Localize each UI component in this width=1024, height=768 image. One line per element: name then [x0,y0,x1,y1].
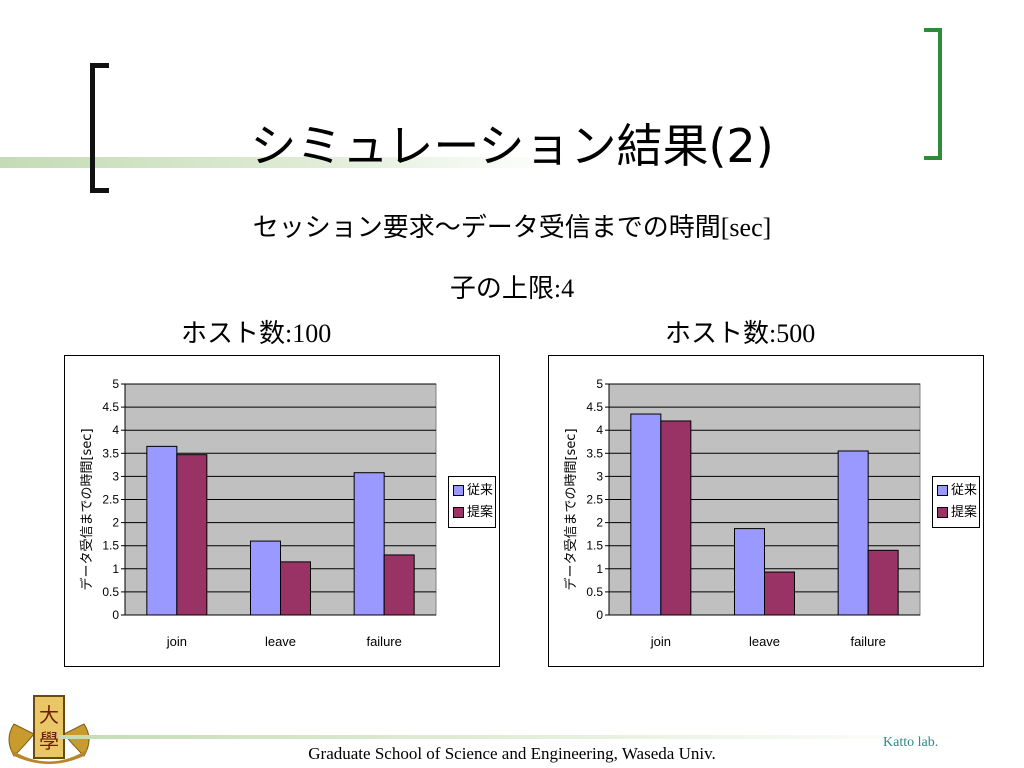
y-tick-label: 4 [112,423,119,437]
legend-item-series1: 従来 [453,482,493,500]
bar-series1-leave [734,528,765,616]
x-tick-label: leave [265,634,296,649]
footer-institution: Graduate School of Science and Engineeri… [308,744,716,763]
y-tick-label: 3.5 [586,446,603,460]
logo-char-2: 學 [39,729,59,753]
y-tick-label: 2 [596,516,603,530]
x-tick-label: failure [366,634,401,649]
y-tick-label: 2.5 [102,493,119,507]
y-tick-label: 0.5 [586,585,603,599]
y-tick-label: 4.5 [102,400,119,414]
bar-series2-leave [280,561,311,616]
chart-legend: 従来 提案 [932,476,980,528]
bar-series2-failure [867,549,899,616]
y-tick-label: 3 [596,469,603,483]
x-tick-label: join [650,634,671,649]
lab-name: Katto lab. [883,735,939,750]
host-left-label: ホスト数 [181,319,286,349]
host-count-left: ホスト数:100 [181,313,331,350]
y-tick-label: 2.5 [586,493,603,507]
bar-series1-join [146,445,178,616]
chart-svg: 0 0.5 1 1.5 2 2.5 3 3.5 4 4.5 5 join leave failure データ… [79,377,437,649]
y-tick-label: 3 [112,469,119,483]
legend-label: 提案 [467,505,494,520]
y-tick-label: 5 [112,377,119,391]
y-tick-label: 1 [596,562,603,576]
y-tick-label: 0 [112,608,119,622]
bar-series1-failure [837,450,869,616]
chart-legend: 従来 提案 [448,476,496,528]
legend-item-series2: 提案 [453,504,493,522]
waseda-logo: 大 學 [4,694,94,764]
slide-subtitle: セッション要求～データ受信までの時間[sec] [0,207,1024,244]
subtitle-text: セッション要求～データ受信までの時間 [252,213,721,243]
child-limit-label: 子の上限:4 [0,268,1024,305]
right-bracket-decoration [924,28,942,160]
bar-series1-join [630,413,662,616]
limit-label: 子の上限 [449,274,554,304]
y-tick-label: 1.5 [102,539,119,553]
legend-swatch [937,507,948,518]
host-count-right: ホスト数:500 [665,313,815,350]
y-tick-label: 3.5 [102,446,119,460]
y-axis-title: データ受信までの時間[sec] [79,428,95,590]
y-axis-title: データ受信までの時間[sec] [563,428,579,590]
bar-series1-leave [250,540,281,616]
y-tick-label: 0 [596,608,603,622]
bar-series2-join [176,454,208,616]
host-right-label: ホスト数 [665,319,770,349]
legend-label: 従来 [951,483,978,498]
y-tick-label: 1.5 [586,539,603,553]
x-tick-label: leave [749,634,780,649]
x-tick-label: failure [850,634,885,649]
bar-series2-join [660,420,692,616]
legend-swatch [453,485,464,496]
legend-item-series2: 提案 [937,504,977,522]
y-tick-label: 4.5 [586,400,603,414]
legend-swatch [937,485,948,496]
subtitle-unit: [sec] [720,213,772,242]
slide-title: シミュレーション結果(2) [250,119,774,173]
left-bracket-decoration [90,63,109,193]
host-right-value: :500 [769,319,816,348]
bar-series2-leave [764,571,795,616]
legend-label: 提案 [951,505,978,520]
x-tick-label: join [166,634,187,649]
title-accent-bar [0,157,560,168]
y-tick-label: 2 [112,516,119,530]
y-tick-label: 0.5 [102,585,119,599]
limit-value: :4 [553,274,575,303]
bar-series1-failure [353,472,385,616]
y-tick-label: 1 [112,562,119,576]
logo-char-1: 大 [39,703,59,727]
host-left-value: :100 [285,319,332,348]
y-tick-label: 5 [596,377,603,391]
bar-series2-failure [383,554,415,616]
legend-item-series1: 従来 [937,482,977,500]
legend-label: 従来 [467,483,494,498]
chart-svg: 0 0.5 1 1.5 2 2.5 3 3.5 4 4.5 5 join leave failure データ… [563,377,921,649]
footer-accent-line [60,735,960,739]
y-tick-label: 4 [596,423,603,437]
legend-swatch [453,507,464,518]
chart-hosts-100: 0 0.5 1 1.5 2 2.5 3 3.5 4 4.5 5 join leave failure データ… [64,355,500,667]
chart-hosts-500: 0 0.5 1 1.5 2 2.5 3 3.5 4 4.5 5 join leave failure データ… [548,355,984,667]
